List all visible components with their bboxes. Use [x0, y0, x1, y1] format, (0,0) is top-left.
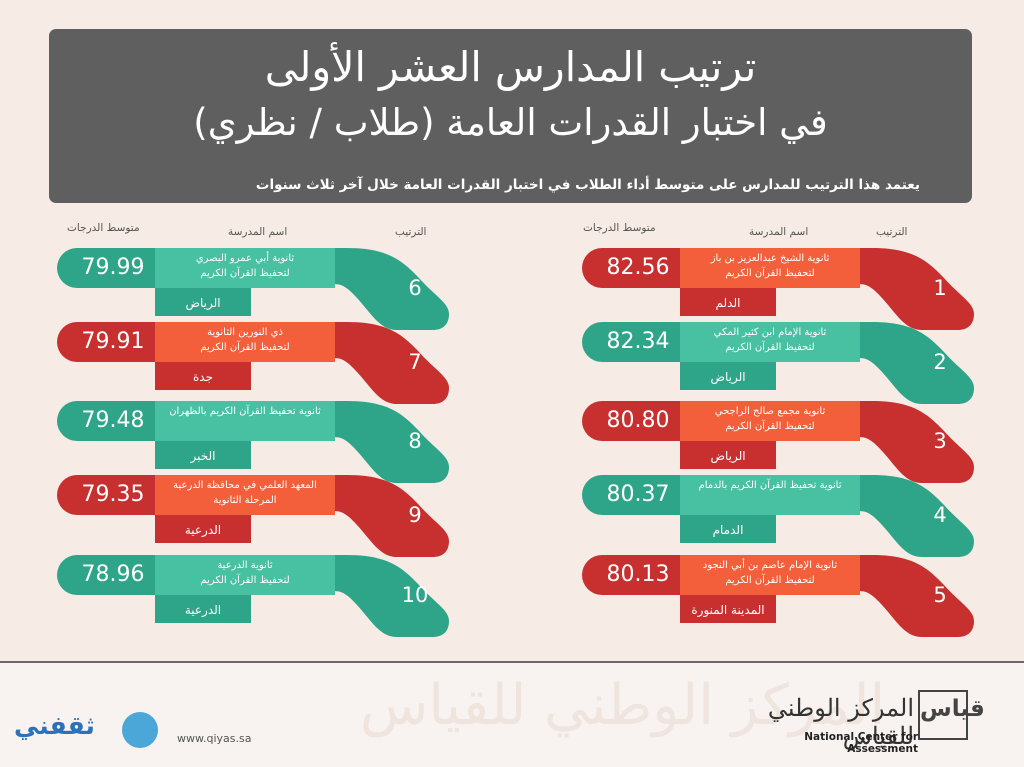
school-card: 78.96 ثانوية الدرعية لتحفيظ القرآن الكريم…: [57, 555, 457, 641]
card-ribbon: [582, 401, 974, 483]
school-card: 79.48 ثانوية تحفيظ القرآن الكريم بالظهران…: [57, 401, 457, 487]
school-name: ثانوية تحفيظ القرآن الكريم بالدمام: [698, 480, 842, 491]
col-header-score-right: متوسط الدرجات: [583, 222, 656, 234]
school-card: 82.34 ثانوية الإمام ابن كثير المكي لتحفيظ…: [582, 322, 982, 408]
rank-number: 4: [933, 503, 947, 527]
footer-divider: [0, 661, 1024, 663]
school-name: ثانوية تحفيظ القرآن الكريم بالظهران: [169, 406, 321, 417]
col-header-school-left: اسم المدرسة: [228, 226, 288, 238]
col-header-score-left: متوسط الدرجات: [67, 222, 140, 234]
card-ribbon: [582, 322, 974, 404]
score-value: 78.96: [81, 562, 145, 587]
school-name: ثانوية الشيخ عبدالعزيز بن باز لتحفيظ الق…: [710, 253, 830, 279]
school-name: المعهد العلمي في محافظة الدرعية المرحلة …: [173, 480, 317, 506]
methodology-note: يعتمد هذا الترتيب للمدارس على متوسط أداء…: [255, 177, 920, 193]
rank-number: 9: [408, 503, 422, 527]
school-city: الدلم: [715, 296, 741, 310]
score-value: 80.13: [606, 562, 670, 587]
rank-number: 10: [401, 583, 429, 607]
qiyas-logo-icon: قياس: [918, 690, 985, 740]
school-card: 79.35 المعهد العلمي في محافظة الدرعية الم…: [57, 475, 457, 561]
rank-number: 5: [933, 583, 947, 607]
school-card: 82.56 ثانوية الشيخ عبدالعزيز بن باز لتحفي…: [582, 248, 982, 334]
rank-number: 1: [933, 276, 947, 300]
school-card: 79.91 ذي النورين الثانوية لتحفيظ القرآن ا…: [57, 322, 457, 408]
rank-number: 7: [408, 350, 422, 374]
school-city: الرياض: [710, 370, 746, 384]
page-subtitle-title: في اختبار القدرات العامة (طلاب / نظري): [193, 101, 828, 144]
school-name: ثانوية مجمع صالح الراجحي لتحفيظ القرآن ا…: [714, 406, 826, 432]
rank-number: 8: [408, 429, 422, 453]
logo-text: قياس: [920, 696, 985, 722]
school-card: 80.80 ثانوية مجمع صالح الراجحي لتحفيظ الق…: [582, 401, 982, 487]
school-card: 80.37 ثانوية تحفيظ القرآن الكريم بالدمام ا…: [582, 475, 982, 561]
school-name: ثانوية الإمام عاصم بن أبي النجود لتحفيظ …: [702, 560, 838, 586]
card-ribbon: [57, 401, 449, 483]
card-ribbon: [582, 555, 974, 637]
school-name: ذي النورين الثانوية لتحفيظ القرآن الكريم: [200, 327, 290, 353]
school-name: ثانوية الدرعية لتحفيظ القرآن الكريم: [200, 560, 290, 586]
rank-number: 2: [933, 350, 947, 374]
col-header-rank-right: الترتيب: [876, 226, 908, 238]
org-name-english: National Center for Assessment: [804, 731, 918, 755]
score-value: 80.37: [606, 482, 670, 507]
col-header-rank-left: الترتيب: [395, 226, 427, 238]
score-value: 79.48: [81, 408, 145, 433]
school-card: 79.99 ثانوية أبي عمرو البصري لتحفيظ القرآ…: [57, 248, 457, 334]
school-city: جدة: [192, 370, 213, 384]
card-ribbon: [582, 475, 974, 557]
rank-number: 6: [408, 276, 422, 300]
title-banner: ترتيب المدارس العشر الأولى في اختبار الق…: [49, 29, 972, 203]
school-name: ثانوية أبي عمرو البصري لتحفيظ القرآن الك…: [195, 253, 295, 279]
school-city: المدينة المنورة: [691, 603, 765, 617]
school-city: الدمام: [712, 523, 744, 537]
score-value: 79.35: [81, 482, 145, 507]
org-name-arabic: المركز الوطني للقياس: [767, 694, 914, 750]
school-city: الدرعية: [184, 603, 222, 617]
website-link[interactable]: www.qiyas.sa: [177, 732, 252, 745]
score-value: 82.56: [606, 255, 670, 280]
score-value: 79.99: [81, 255, 145, 280]
card-ribbon: [57, 475, 449, 557]
school-card: 80.13 ثانوية الإمام عاصم بن أبي النجود لت…: [582, 555, 982, 641]
score-value: 79.91: [81, 329, 145, 354]
score-value: 80.80: [606, 408, 670, 433]
page-title: ترتيب المدارس العشر الأولى: [264, 43, 757, 91]
school-city: الرياض: [710, 449, 746, 463]
school-city: الدرعية: [184, 523, 222, 537]
footer: المركز الوطني للقياس ثقفني www.qiyas.sa …: [0, 663, 1024, 767]
card-ribbon: [57, 248, 449, 330]
card-ribbon: [582, 248, 974, 330]
rank-number: 3: [933, 429, 947, 453]
school-city: الخبر: [190, 449, 216, 463]
lightbulb-icon: [122, 712, 158, 748]
footer-watermark: المركز الوطني للقياس: [360, 673, 885, 738]
brand-logo-text: ثقفني: [14, 711, 95, 740]
score-value: 82.34: [606, 329, 670, 354]
card-ribbon: [57, 322, 449, 404]
col-header-school-right: اسم المدرسة: [749, 226, 809, 238]
school-name: ثانوية الإمام ابن كثير المكي لتحفيظ القر…: [713, 327, 827, 353]
school-city: الرياض: [185, 296, 221, 310]
card-ribbon: [57, 555, 449, 637]
